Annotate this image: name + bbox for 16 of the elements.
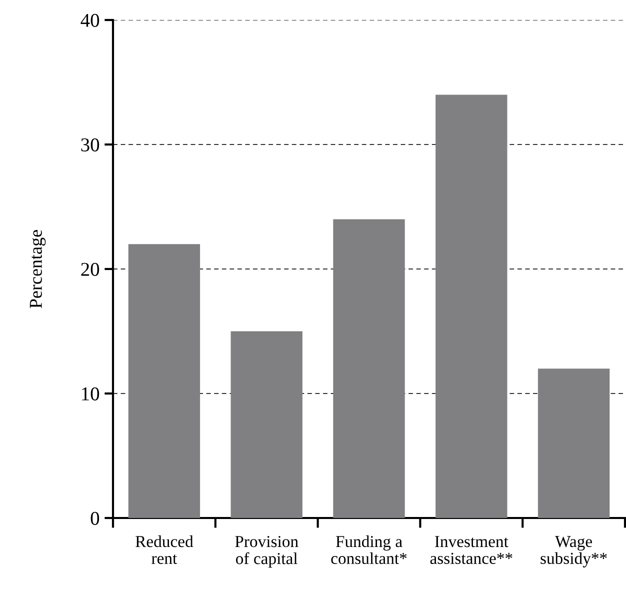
- bar: [128, 244, 200, 518]
- bar: [538, 368, 610, 518]
- y-tick-label: 10: [82, 387, 100, 400]
- y-tick-label: 30: [81, 138, 100, 152]
- y-axis-title: Percentage: [30, 230, 46, 308]
- bar: [333, 219, 405, 518]
- x-tick-label: Reduced rent: [136, 535, 194, 564]
- x-tick-label: Wage subsidy**: [540, 536, 607, 568]
- x-tick-label: Investment assistance**: [430, 536, 512, 564]
- x-tick-label: Funding a consultant*: [331, 535, 407, 564]
- y-tick-label: 0: [90, 512, 100, 525]
- bar: [436, 94, 508, 518]
- bar: [230, 331, 302, 518]
- x-tick-label: Provision of capital: [235, 536, 298, 568]
- y-tick-label: 40: [80, 14, 100, 27]
- y-tick-label: 20: [81, 262, 100, 276]
